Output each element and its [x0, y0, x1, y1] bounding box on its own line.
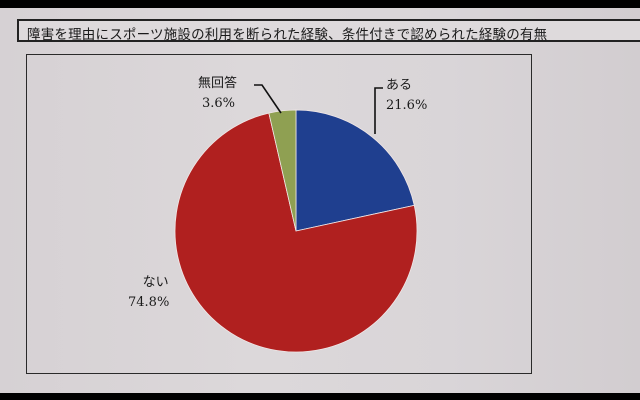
label-aru-pct: 21.6% — [386, 98, 428, 113]
bottom-letterbox — [0, 393, 640, 400]
label-nai: ない 74.8% — [128, 273, 169, 313]
leader-line-mukaito — [254, 84, 282, 114]
label-nai-name: ない — [142, 275, 169, 290]
label-mukaito: 無回答 3.6% — [198, 74, 237, 114]
label-mukaito-pct: 3.6% — [202, 96, 236, 111]
label-mukaito-name: 無回答 — [198, 76, 238, 91]
chart-title-box: 障害を理由にスポーツ施設の利用を断られた経験、条件付きで認められた経験の有無 — [17, 19, 640, 43]
slice-nai — [174, 112, 418, 353]
chart-frame — [26, 54, 532, 374]
label-aru: ある 21.6% — [386, 76, 427, 116]
label-aru-name: ある — [386, 78, 413, 93]
label-nai-pct: 74.8% — [128, 295, 170, 310]
leader-line-aru — [374, 87, 383, 134]
top-letterbox — [0, 0, 640, 8]
pie-slices — [174, 109, 418, 353]
chart-title: 障害を理由にスポーツ施設の利用を断られた経験、条件付きで認められた経験の有無 — [27, 27, 548, 43]
slice-mukaito — [268, 109, 297, 232]
slice-aru — [295, 109, 415, 232]
